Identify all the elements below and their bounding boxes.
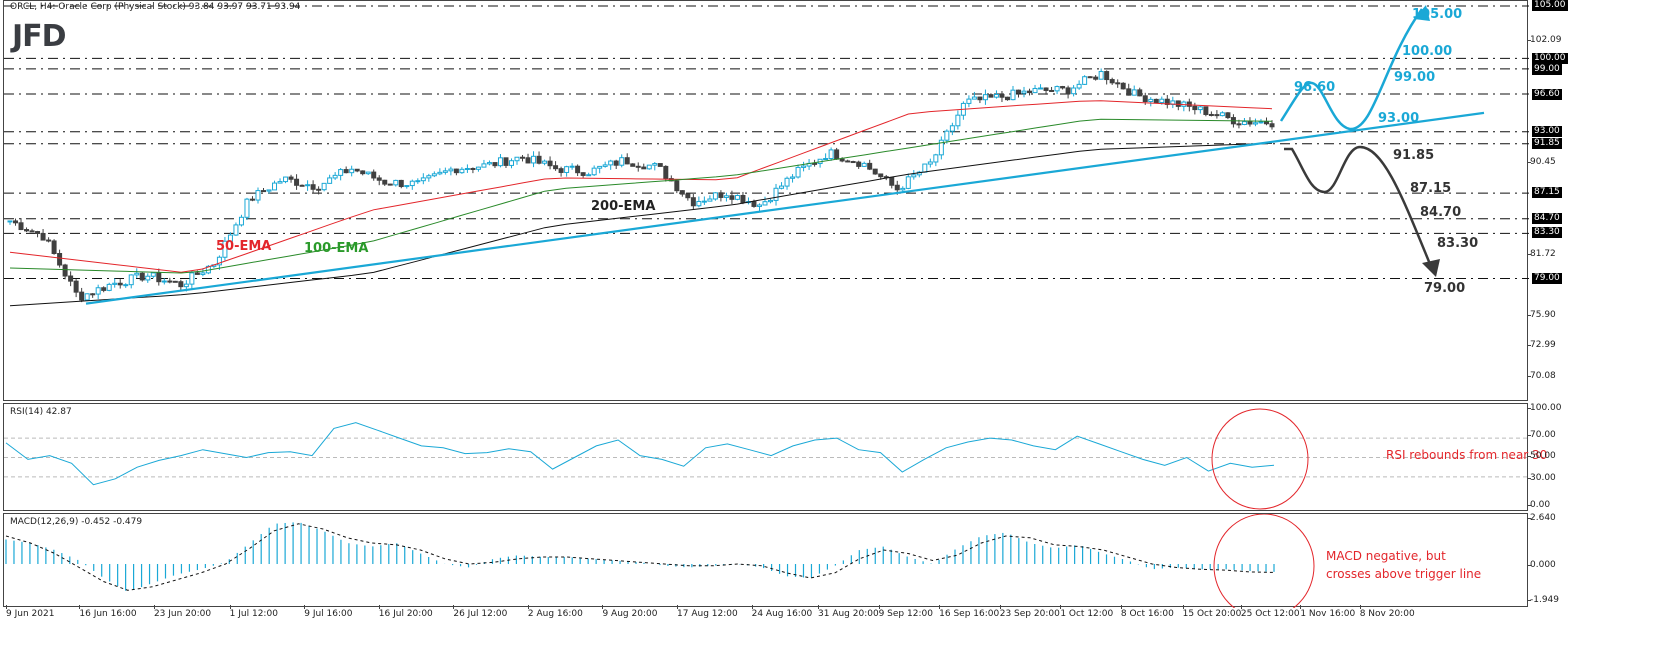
symbol-header: ORCL, H4: Oracle Corp (Physical Stock) 9… bbox=[10, 2, 301, 12]
macd-tick: 0.000 bbox=[1527, 560, 1556, 570]
rsi-pane[interactable]: RSI(14) 42.87 RSI rebounds from near 30 bbox=[3, 403, 1547, 511]
bullish-target-label: 96.60 bbox=[1294, 80, 1336, 95]
price-chart-canvas bbox=[4, 5, 1529, 307]
bearish-target-label: 87.15 bbox=[1410, 181, 1452, 196]
macd-title: MACD(12,26,9) -0.452 -0.479 bbox=[10, 517, 143, 527]
price-level-tag: 79.00 bbox=[1532, 273, 1562, 284]
price-level-tag: 96.60 bbox=[1532, 89, 1562, 100]
macd-pane[interactable]: MACD(12,26,9) -0.452 -0.479 MACD negativ… bbox=[3, 513, 1528, 608]
date-label: 25 Oct 12:00 bbox=[1240, 605, 1300, 619]
price-chart-pane[interactable]: ORCL, H4: Oracle Corp (Physical Stock) 9… bbox=[3, 0, 1529, 401]
price-level-tag: 87.15 bbox=[1532, 187, 1562, 198]
price-axis[interactable]: 102.09 90.45 81.72 75.90 72.99 70.08 105.00 100… bbox=[1527, 0, 1654, 401]
bearish-target-label: 83.30 bbox=[1437, 236, 1479, 251]
price-tick: 70.08 bbox=[1527, 371, 1556, 381]
date-label: 1 Oct 12:00 bbox=[1060, 605, 1114, 619]
price-tick: 90.45 bbox=[1527, 157, 1556, 167]
price-tick: 81.72 bbox=[1527, 249, 1556, 259]
date-label: 9 Jul 16:00 bbox=[304, 605, 353, 619]
date-label: 8 Nov 20:00 bbox=[1359, 605, 1415, 619]
macd-axis: 2.640 0.000 -1.949 bbox=[1526, 513, 1654, 607]
ema200-label: 200-EMA bbox=[591, 199, 656, 214]
ema50-label: 50-EMA bbox=[216, 239, 272, 254]
rsi-tick: 50.00 bbox=[1527, 451, 1556, 461]
price-level-tag: 99.00 bbox=[1532, 64, 1562, 75]
ema100-label: 100-EMA bbox=[304, 241, 369, 256]
price-level-tag: 83.30 bbox=[1532, 227, 1562, 238]
bullish-target-label: 93.00 bbox=[1378, 111, 1420, 126]
rsi-tick: 30.00 bbox=[1527, 473, 1556, 483]
time-axis[interactable]: 9 Jun 2021 16 Jun 16:00 23 Jun 20:00 1 Jul … bbox=[3, 605, 1528, 626]
bullish-target-label: 100.00 bbox=[1402, 44, 1453, 59]
date-label: 2 Aug 16:00 bbox=[527, 605, 583, 619]
jfd-logo: JFD bbox=[12, 19, 67, 54]
price-tick: 72.99 bbox=[1527, 340, 1556, 350]
rsi-canvas bbox=[4, 408, 1529, 510]
bearish-target-label: 79.00 bbox=[1424, 281, 1466, 296]
macd-canvas bbox=[5, 514, 1315, 608]
date-label: 1 Jul 12:00 bbox=[229, 605, 278, 619]
price-level-tag: 100.00 bbox=[1532, 53, 1568, 64]
date-label: 16 Jul 20:00 bbox=[378, 605, 433, 619]
macd-annotation-line2: crosses above trigger line bbox=[1326, 567, 1482, 581]
price-level-tag: 84.70 bbox=[1532, 213, 1562, 224]
rsi-tick: 100.00 bbox=[1527, 403, 1562, 413]
date-label: 17 Aug 12:00 bbox=[677, 605, 738, 619]
rsi-tick: 0.00 bbox=[1526, 500, 1551, 510]
date-label: 9 Aug 20:00 bbox=[602, 605, 658, 619]
date-label: 9 Jun 2021 bbox=[6, 605, 55, 619]
date-label: 16 Sep 16:00 bbox=[939, 605, 1000, 619]
rsi-annotation: RSI rebounds from near 30 bbox=[1386, 448, 1548, 462]
price-tick: 102.09 bbox=[1527, 35, 1562, 45]
price-level-tag: 91.85 bbox=[1532, 138, 1562, 149]
rsi-axis: 100.00 70.00 50.00 30.00 0.00 bbox=[1526, 403, 1654, 511]
bearish-target-label: 84.70 bbox=[1420, 205, 1462, 220]
macd-tick: -1.949 bbox=[1526, 595, 1560, 605]
bullish-target-label: 99.00 bbox=[1394, 70, 1436, 85]
price-level-tag: 93.00 bbox=[1532, 126, 1562, 137]
price-level-tag: 105.00 bbox=[1532, 0, 1568, 11]
date-label: 1 Nov 16:00 bbox=[1300, 605, 1356, 619]
date-label: 26 Jul 12:00 bbox=[453, 605, 508, 619]
bullish-target-label: 105.00 bbox=[1412, 7, 1463, 22]
date-label: 31 Aug 20:00 bbox=[818, 605, 879, 619]
rsi-title: RSI(14) 42.87 bbox=[10, 407, 72, 417]
macd-tick: 2.640 bbox=[1527, 513, 1556, 523]
rsi-tick: 70.00 bbox=[1527, 430, 1556, 440]
date-label: 24 Aug 16:00 bbox=[751, 605, 813, 619]
bearish-target-label: 91.85 bbox=[1393, 148, 1435, 163]
macd-annotation-line1: MACD negative, but bbox=[1326, 549, 1446, 563]
price-tick: 75.90 bbox=[1527, 310, 1556, 320]
date-label: 9 Sep 12:00 bbox=[878, 605, 933, 619]
date-label: 23 Jun 20:00 bbox=[153, 605, 212, 619]
date-label: 8 Oct 16:00 bbox=[1120, 605, 1174, 619]
date-label: 16 Jun 16:00 bbox=[79, 605, 137, 619]
date-label: 23 Sep 20:00 bbox=[999, 605, 1060, 619]
date-label: 15 Oct 20:00 bbox=[1182, 605, 1242, 619]
